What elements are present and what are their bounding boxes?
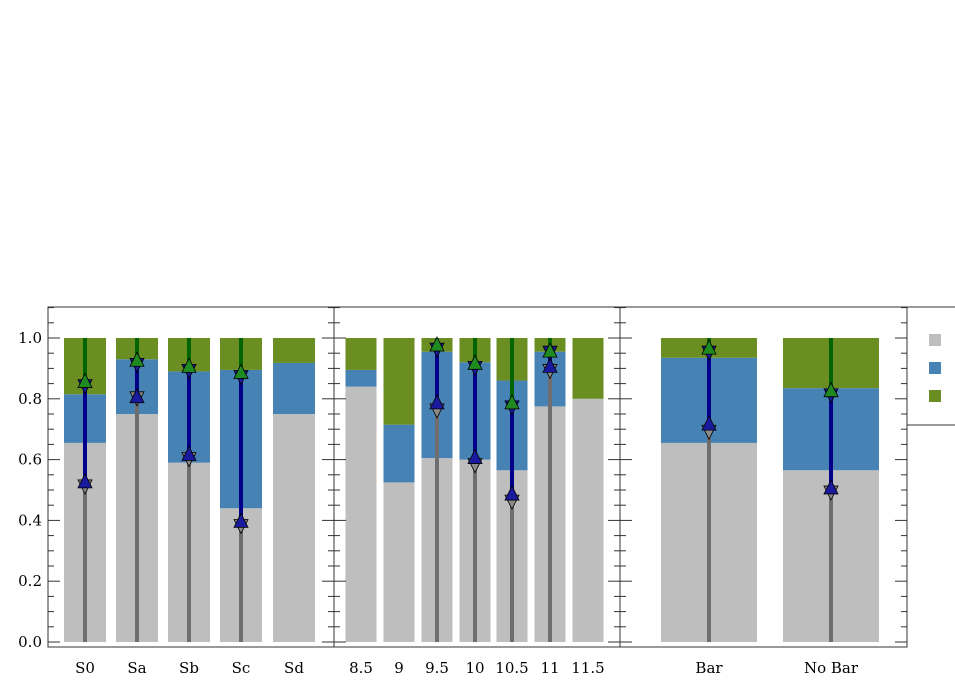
x-tick-label: 8.5 (349, 659, 373, 677)
x-tick-label: Sd (284, 659, 304, 677)
x-tick-label: 9 (394, 659, 404, 677)
y-tick-label: 0.2 (18, 572, 42, 590)
y-tick-label: 1.0 (18, 329, 42, 347)
x-tick-label: No Bar (804, 659, 859, 677)
marker-blue-bottom (77, 472, 93, 489)
legend-swatch-gray (929, 334, 941, 346)
marker-blue-bottom (467, 448, 483, 464)
marker-blue-bottom (504, 485, 520, 501)
y-tick-label: 0.8 (18, 390, 42, 408)
y-tick-label: 0.6 (18, 451, 42, 469)
marker-blue-bottom (701, 415, 717, 431)
x-tick-label: Bar (695, 659, 723, 677)
x-tick-label: 10 (465, 659, 484, 677)
x-tick-label: Sa (127, 659, 146, 677)
marker-blue-bottom (181, 445, 197, 461)
marker-green-bottom (129, 351, 145, 367)
bars-layer (64, 338, 879, 642)
legend (907, 306, 955, 426)
bar-green-9 (383, 338, 415, 425)
bar-gray-sd (273, 414, 315, 642)
marker-blue-bottom (129, 387, 145, 404)
marker-green-bottom (181, 357, 197, 373)
x-tick-label: 9.5 (425, 659, 449, 677)
bar-gray-11.5 (572, 398, 604, 642)
marker-green-bottom (701, 339, 717, 355)
error-bars-layer (77, 336, 839, 642)
bar-blue-sd (273, 362, 315, 414)
legend-swatch-blue (929, 362, 941, 374)
axes-layer: S0 Sa Sb Sc Sd 8.5 9 9.5 10 10.5 11 11.5 Bar No Bar 0.… (18, 307, 907, 677)
x-tick-label: S0 (75, 659, 95, 677)
x-tick-label: 11 (540, 659, 559, 677)
panel-frames (47, 306, 908, 648)
legend-frame (907, 306, 955, 426)
bar-green-8.5 (345, 338, 377, 370)
x-tick-label: Sc (232, 659, 251, 677)
y-tick-label: 0.4 (18, 511, 42, 529)
marker-blue-bottom (823, 479, 839, 495)
bar-green-sd (273, 338, 315, 363)
panel-frame-3 (619, 306, 908, 648)
marker-green-bottom (542, 342, 558, 358)
marker-green-bottom (504, 393, 520, 410)
marker-green-bottom (429, 336, 445, 352)
x-tick-label: 11.5 (571, 659, 604, 677)
marker-blue-bottom (542, 357, 558, 373)
legend-swatch-green (929, 390, 941, 402)
bar-gray-9 (383, 482, 415, 642)
marker-green-bottom (233, 363, 249, 379)
bar-gray-8.5 (345, 386, 377, 642)
marker-green-bottom (467, 354, 483, 370)
marker-green-bottom (77, 372, 93, 388)
bar-blue-8.5 (345, 369, 377, 387)
y-tick-label: 0.0 (18, 633, 42, 651)
x-tick-label: Sb (179, 659, 199, 677)
bar-blue-9 (383, 424, 415, 483)
marker-blue-bottom (233, 512, 249, 528)
marker-green-bottom (823, 381, 839, 398)
x-tick-label: 10.5 (495, 659, 528, 677)
bar-green-11.5 (572, 338, 604, 399)
marker-blue-bottom (429, 393, 445, 410)
